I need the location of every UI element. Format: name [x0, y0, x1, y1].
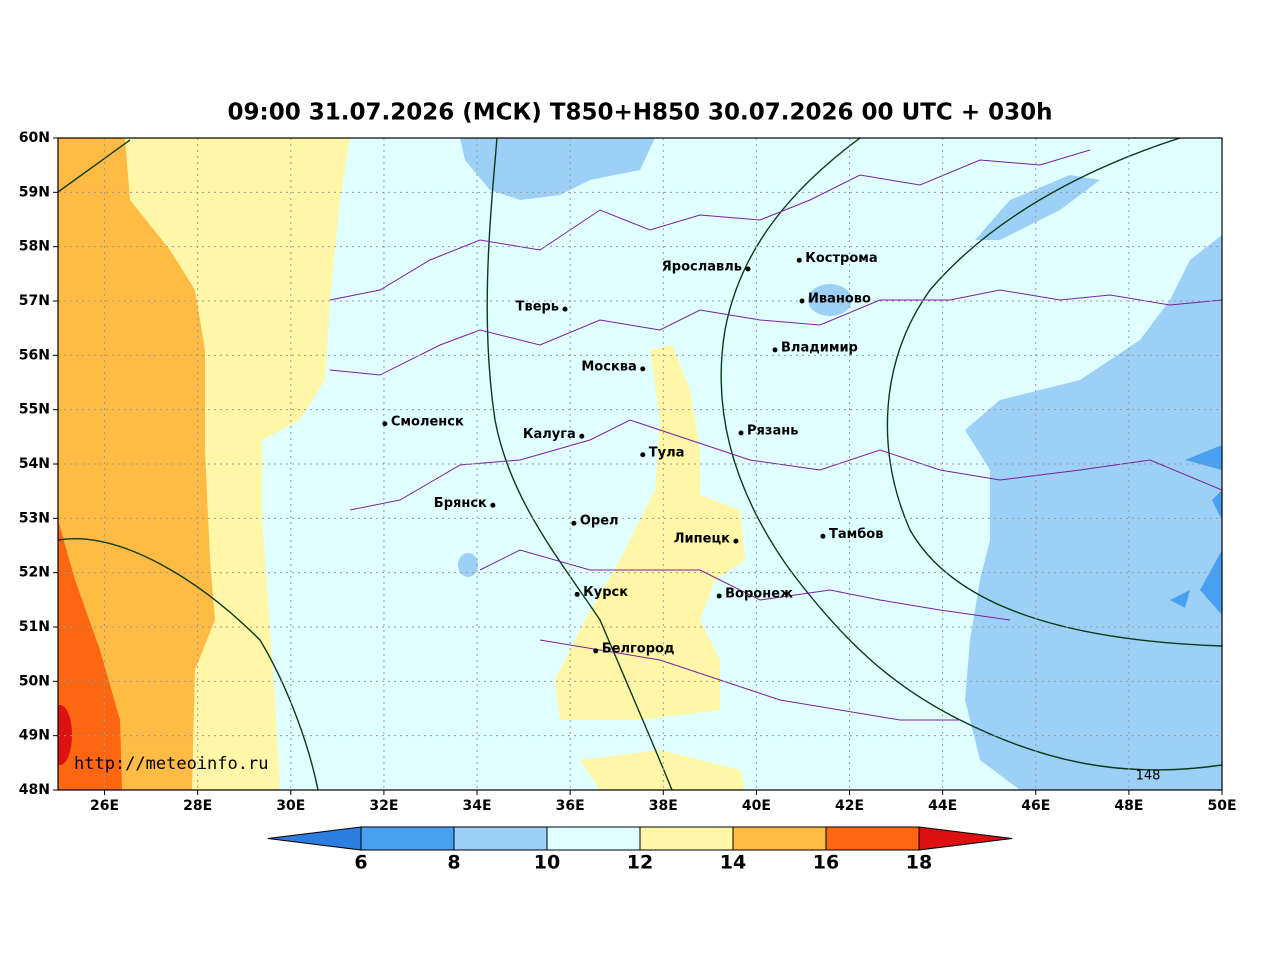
city-marker [593, 648, 599, 654]
city-marker [574, 591, 580, 597]
y-tick-label: 56N [19, 347, 50, 363]
y-tick-label: 53N [19, 510, 50, 526]
colorbar-label: 8 [447, 852, 460, 874]
colorbar-box [360, 826, 455, 851]
city-marker [772, 347, 778, 353]
x-tick-label: 48E [1114, 798, 1143, 814]
city-label: Брянск [434, 496, 487, 511]
city-marker [382, 421, 388, 427]
city-marker [640, 452, 646, 458]
colorbar-box [639, 826, 734, 851]
city-label: Тула [649, 445, 685, 460]
y-tick-label: 49N [19, 728, 50, 744]
y-tick-label: 58N [19, 239, 50, 255]
colorbar-box [732, 826, 827, 851]
city-label: Воронеж [725, 587, 793, 602]
x-tick-label: 28E [183, 798, 212, 814]
city-label: Ярославль [662, 259, 742, 274]
x-tick-label: 34E [463, 798, 492, 814]
city-label: Москва [581, 359, 636, 374]
x-tick-label: 50E [1207, 798, 1236, 814]
city-marker [571, 520, 577, 526]
source-url: http://meteoinfo.ru [74, 754, 268, 774]
y-tick-label: 50N [19, 673, 50, 689]
city-label: Курск [583, 585, 628, 600]
city-marker [716, 593, 722, 599]
x-tick-label: 26E [90, 798, 119, 814]
city-label: Калуга [523, 427, 576, 442]
map-title: 09:00 31.07.2026 (МСК) T850+H850 30.07.2… [227, 100, 1052, 126]
city-marker [820, 533, 826, 539]
colorbar-label: 12 [627, 852, 653, 874]
city-marker [796, 257, 802, 263]
colorbar-box [453, 826, 548, 851]
y-tick-label: 51N [19, 619, 50, 635]
colorbar-label: 18 [906, 852, 932, 874]
city-label: Кострома [805, 251, 877, 266]
colorbar-label: 10 [534, 852, 560, 874]
y-tick-label: 48N [19, 782, 50, 798]
colorbar-label: 16 [813, 852, 839, 874]
x-tick-label: 40E [742, 798, 771, 814]
x-tick-label: 36E [556, 798, 585, 814]
city-label: Тверь [516, 300, 559, 315]
city-marker [745, 266, 751, 272]
x-tick-label: 38E [649, 798, 678, 814]
y-tick-label: 52N [19, 565, 50, 581]
colorbar-label: 14 [720, 852, 746, 874]
x-tick-label: 46E [1021, 798, 1050, 814]
x-tick-label: 30E [276, 798, 305, 814]
city-marker [733, 538, 739, 544]
y-tick-label: 57N [19, 293, 50, 309]
colorbar-box [825, 826, 920, 851]
colorbar-extend-high [918, 826, 1013, 851]
city-label: Орел [580, 514, 619, 529]
colorbar-extend-low [267, 826, 362, 851]
city-marker [799, 298, 805, 304]
city-marker [640, 366, 646, 372]
city-label: Смоленск [391, 414, 464, 429]
city-label: Иваново [808, 292, 871, 307]
city-label: Рязань [747, 424, 798, 439]
colorbar-box [546, 826, 641, 851]
city-label: Липецк [674, 532, 730, 547]
city-marker [490, 502, 496, 508]
city-label: Белгород [602, 641, 675, 656]
city-marker [579, 433, 585, 439]
y-tick-label: 60N [19, 130, 50, 146]
colorbar-label: 6 [354, 852, 367, 874]
x-tick-label: 42E [835, 798, 864, 814]
x-tick-label: 44E [928, 798, 957, 814]
city-marker [738, 430, 744, 436]
city-label: Владимир [781, 340, 858, 355]
y-tick-label: 54N [19, 456, 50, 472]
y-tick-label: 55N [19, 402, 50, 418]
x-tick-label: 32E [369, 798, 398, 814]
city-marker [562, 306, 568, 312]
y-tick-label: 59N [19, 184, 50, 200]
city-label: Тамбов [829, 527, 884, 542]
contour-label: 148 [1136, 769, 1161, 784]
